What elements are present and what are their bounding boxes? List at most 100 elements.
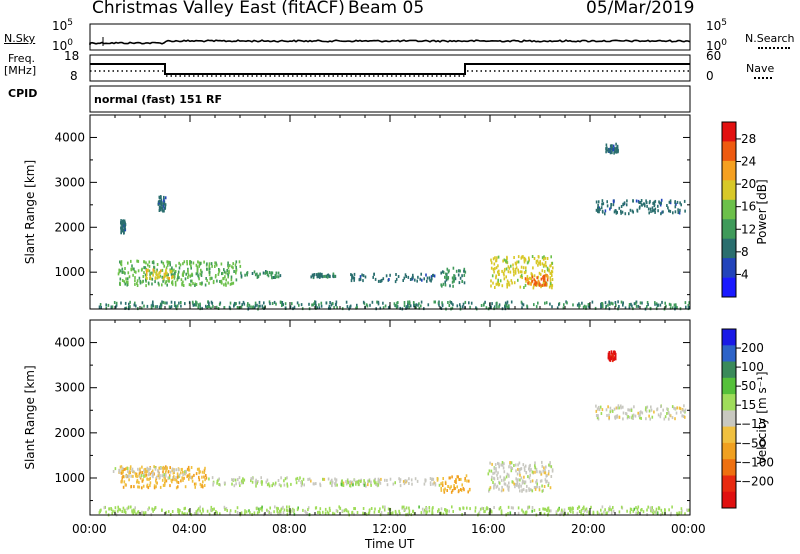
velocity-cell [596,510,599,514]
power-colorbar-label: 4 [741,267,749,281]
velocity-cell [169,484,171,488]
power-cell [623,201,626,205]
velocity-cell [387,512,389,516]
velocity-cell [620,404,622,408]
power-cell [608,149,611,153]
power-cell [548,285,551,289]
power-cell [240,305,243,309]
power-cell [220,279,223,283]
power-cell [684,301,687,305]
velocity-cell [265,480,268,484]
power-cell [572,303,574,307]
velocity-cell [495,485,498,489]
power-cell [187,271,189,274]
velocity-cell [650,405,652,409]
velocity-cell [203,468,206,472]
power-cell [442,282,445,286]
power-cell [658,200,660,204]
power-cell [119,269,122,273]
power-cell [502,259,504,263]
power-cell [449,300,451,304]
power-cell [512,263,514,267]
velocity-cell [501,463,504,467]
power-cell [498,269,500,273]
power-cell [120,230,122,234]
velocity-cell [535,486,537,489]
velocity-cell [518,485,520,489]
velocity-cell [153,465,155,469]
power-cell [588,303,591,306]
power-cell [606,200,608,204]
power-cell [630,302,632,306]
velocity-cell [543,512,546,516]
power-cell [507,305,509,309]
velocity-cell [493,471,496,475]
velocity-cell [121,469,123,473]
velocity-cell [111,511,113,515]
velocity-cell [132,511,134,515]
velocity-cell [530,467,532,471]
power-cell [628,303,631,306]
power-cell [409,301,411,305]
power-cell [265,271,268,274]
power-cell [495,274,497,278]
velocity-cell [365,512,368,516]
velocity-cell [454,480,456,483]
velocity-cell [162,467,165,471]
power-cell [259,272,261,276]
power-cell [615,147,618,151]
power-cell [168,260,170,264]
power-cell [450,301,452,304]
power-colorbar-label: 24 [741,155,756,169]
power-cell [522,266,525,270]
power-cell [328,306,330,310]
power-cell [412,273,414,277]
velocity-cell [295,477,297,481]
power-cell [321,275,324,279]
velocity-cell [180,471,182,475]
velocity-cell [645,417,647,421]
power-cell [542,281,545,285]
power-cell [549,271,552,275]
power-cell [543,255,545,259]
power-cell [579,303,581,307]
power-cell [548,269,550,273]
velocity-cell [515,482,517,486]
power-cell [216,279,218,283]
power-cell [512,267,514,271]
power-cell [506,255,508,259]
velocity-cell [542,507,544,511]
velocity-cell [569,506,571,510]
velocity-cell [198,475,200,479]
velocity-cell [458,489,460,493]
velocity-cell [367,480,369,484]
velocity-cell [213,507,215,511]
velocity-cell [368,510,371,514]
power-cell [576,303,579,307]
power-cell [143,271,145,275]
power-cell [492,267,495,271]
velocity-cell [538,486,541,489]
velocity-cell [224,507,226,511]
power-cell [320,301,323,305]
velocity-cell [601,408,604,412]
velocity-cell [368,508,371,512]
power-cell [639,205,641,209]
power-cell [678,211,681,215]
power-cell [651,206,654,210]
power-cell [505,267,508,271]
power-cell [539,260,541,264]
power-cell [158,275,160,279]
velocity-cell [270,511,272,515]
velocity-colorbar-cell [722,426,736,444]
power-cell [528,282,530,286]
velocity-cell [331,483,333,487]
velocity-cell [507,487,509,491]
power-cell [161,300,163,304]
velocity-colorbar-cell [722,410,736,428]
power-cell [170,272,173,276]
power-cell [169,261,171,265]
velocity-cell [375,481,377,485]
power-cell [271,302,274,305]
power-cell [536,281,538,285]
